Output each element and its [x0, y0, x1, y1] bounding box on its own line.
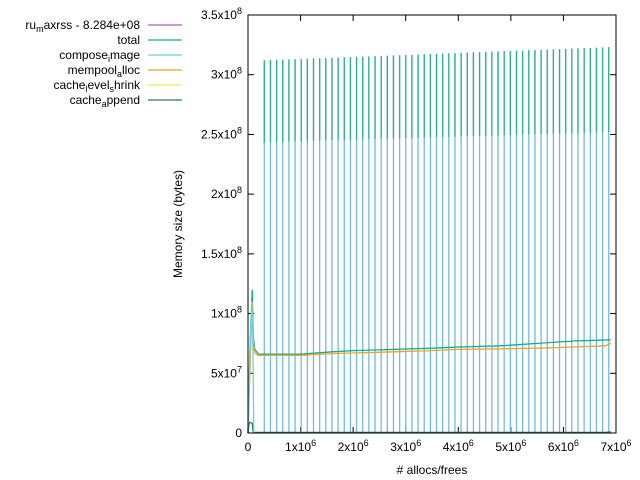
- total-spikes: [263, 47, 610, 433]
- y-tick-label: 3x108: [211, 66, 242, 82]
- series-cache-append: [247, 421, 611, 434]
- x-tick-label: 5x106: [495, 438, 526, 454]
- x-tick-label: 3x106: [390, 438, 421, 454]
- legend-label: total: [117, 33, 140, 47]
- y-tick-label: 1x108: [211, 305, 242, 321]
- x-tick-label: 6x106: [548, 438, 579, 454]
- plot-frame: [247, 14, 617, 434]
- x-tick-label: 2x106: [338, 438, 369, 454]
- legend-label: composeimage: [59, 48, 140, 64]
- series-lines: [247, 289, 611, 434]
- legend-label: mempoolalloc: [68, 63, 140, 79]
- legend-label: cacheappend: [70, 93, 140, 109]
- axis-ticks: [247, 14, 617, 434]
- series-compose-image: [247, 301, 255, 434]
- x-tick-label: 1x106: [285, 438, 316, 454]
- y-tick-label: 5x107: [211, 364, 242, 380]
- y-axis-label: Memory size (bytes): [171, 170, 185, 278]
- x-tick-label: 7x106: [600, 438, 631, 454]
- x-tick-label: 4x106: [443, 438, 474, 454]
- x-axis-label: # allocs/frees: [397, 463, 468, 477]
- y-tick-label: 2.5x108: [201, 125, 242, 141]
- tick-labels: 0 1x106 2x106 3x106 4x106 5x106 6x106 7x106 0 5x1…: [201, 6, 632, 454]
- series-mempool-alloc: [247, 301, 611, 434]
- y-tick-label: 1.5x108: [201, 245, 242, 261]
- legend-label: rumaxrss - 8.284e+08: [25, 18, 140, 34]
- y-tick-label: 0: [235, 426, 242, 440]
- y-tick-label: 2x108: [211, 185, 242, 201]
- legend-label: cachelevelshrink: [53, 78, 141, 94]
- legend: rumaxrss - 8.284e+08totalcomposeimagemem…: [25, 18, 182, 109]
- x-tick-label: 0: [245, 440, 252, 454]
- series-total: [247, 289, 611, 434]
- y-tick-label: 3.5x108: [201, 6, 242, 22]
